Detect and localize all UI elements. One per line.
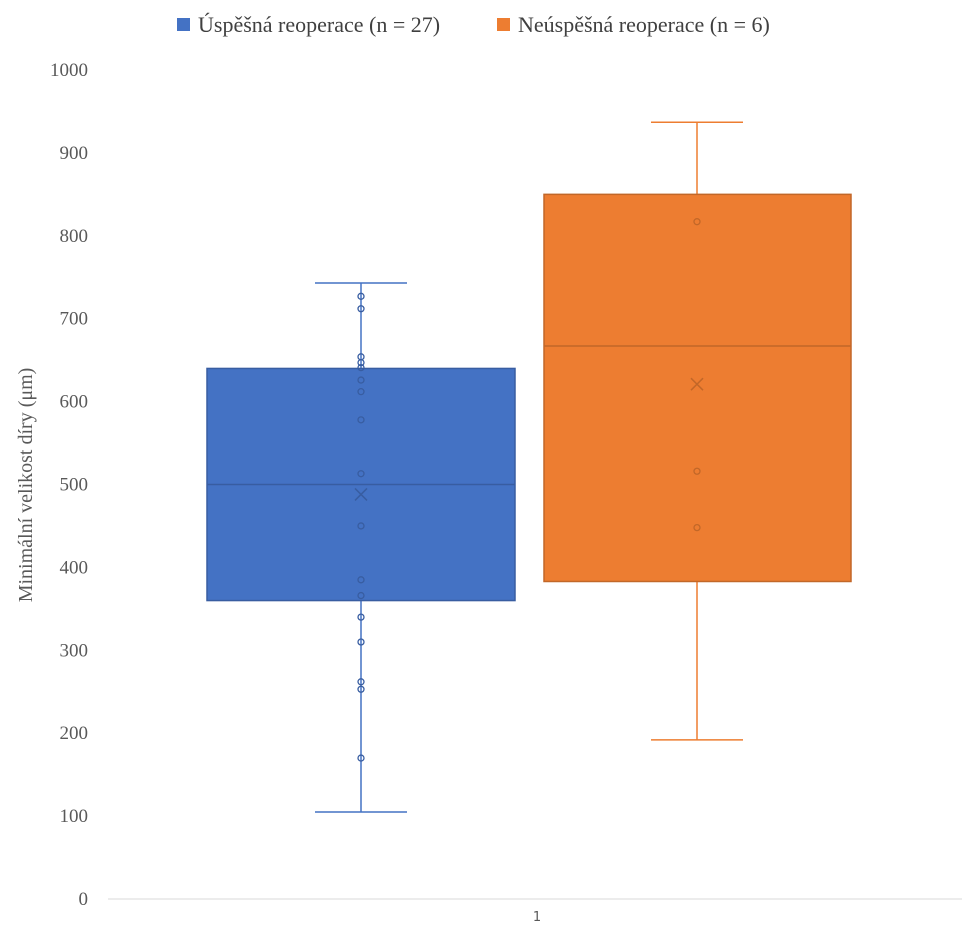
data-point bbox=[357, 388, 365, 396]
iqr-box bbox=[543, 193, 852, 583]
y-tick-label: 900 bbox=[60, 143, 89, 164]
y-axis: 0 100 200 300 400 500 600 700 800 900 1000 bbox=[50, 60, 88, 910]
data-point bbox=[357, 678, 365, 686]
mean-marker bbox=[690, 377, 704, 391]
box-series-1 bbox=[206, 282, 516, 813]
y-tick-label: 100 bbox=[60, 806, 89, 827]
y-tick-label: 300 bbox=[60, 640, 89, 661]
data-point bbox=[357, 522, 365, 530]
legend: Úspěšná reoperace (n = 27) Neúspěšná reop… bbox=[177, 12, 770, 37]
y-axis-label: Minimální velikost díry (μm) bbox=[15, 368, 37, 603]
data-point bbox=[357, 754, 365, 762]
data-point bbox=[357, 685, 365, 693]
data-point bbox=[693, 218, 701, 226]
box-series-2 bbox=[543, 121, 852, 741]
data-point bbox=[357, 305, 365, 313]
data-point bbox=[357, 591, 365, 600]
mean-marker bbox=[354, 487, 368, 501]
data-point bbox=[693, 523, 701, 532]
data-point bbox=[357, 613, 365, 621]
y-tick-label: 0 bbox=[79, 889, 89, 910]
y-tick-label: 500 bbox=[60, 475, 89, 496]
y-tick-label: 400 bbox=[60, 557, 89, 578]
x-tick-label: 1 bbox=[533, 910, 541, 925]
x-axis: 1 bbox=[108, 898, 962, 925]
data-point bbox=[357, 638, 365, 646]
data-point bbox=[357, 376, 365, 384]
y-tick-label: 700 bbox=[60, 309, 89, 330]
y-tick-label: 1000 bbox=[50, 60, 88, 81]
legend-swatch bbox=[177, 18, 190, 31]
plot-area bbox=[206, 121, 852, 813]
y-tick-label: 600 bbox=[60, 392, 89, 413]
data-point bbox=[693, 467, 701, 475]
data-point bbox=[357, 363, 365, 372]
data-point bbox=[357, 292, 365, 300]
y-tick-label: 200 bbox=[60, 723, 89, 744]
legend-label: Neúspěšná reoperace (n = 6) bbox=[518, 12, 770, 37]
y-tick-label: 800 bbox=[60, 226, 89, 247]
data-point bbox=[357, 470, 365, 478]
data-point bbox=[357, 576, 365, 584]
data-point bbox=[357, 416, 365, 424]
legend-label: Úspěšná reoperace (n = 27) bbox=[198, 12, 440, 37]
data-point bbox=[357, 353, 365, 361]
legend-swatch bbox=[497, 18, 510, 31]
